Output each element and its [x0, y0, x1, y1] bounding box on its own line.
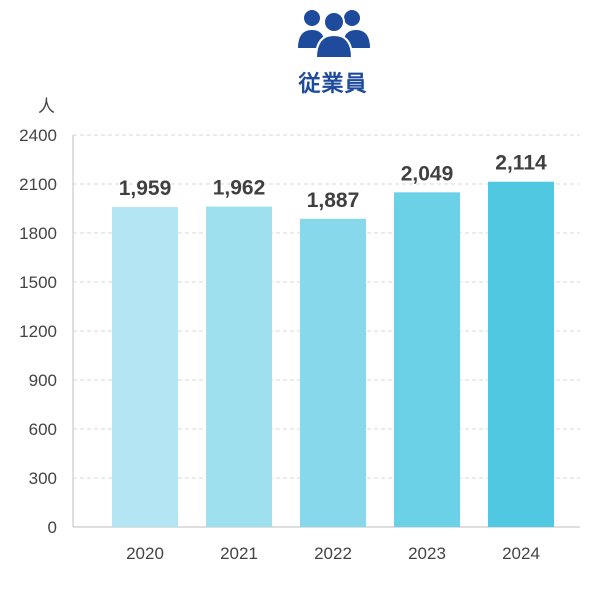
- x-tick-label: 2020: [126, 544, 164, 563]
- bar-2023: [394, 192, 460, 527]
- data-label-2024: 2,114: [495, 152, 547, 175]
- bar-2020: [112, 207, 178, 527]
- x-tick-label: 2021: [220, 544, 258, 563]
- chart-title: 従業員: [298, 72, 368, 97]
- y-tick-label: 1500: [19, 273, 57, 292]
- axes: 0 300 600 900 1200 1500 1800 2100 2400 2020 2021 20…: [19, 126, 580, 563]
- labels: 1,959 1,962 1,887 2,049 2,114: [119, 152, 547, 212]
- people-group-icon: [298, 4, 370, 59]
- y-tick-label: 300: [29, 469, 57, 488]
- data-label-2020: 1,959: [119, 177, 172, 200]
- x-tick-label: 2022: [314, 544, 352, 563]
- y-tick-label: 2100: [19, 175, 57, 194]
- y-tick-label: 900: [29, 371, 57, 390]
- y-tick-label: 600: [29, 420, 57, 439]
- data-label-2022: 1,887: [307, 189, 360, 212]
- bars: [112, 181, 554, 528]
- bar-2024: [488, 181, 554, 528]
- x-tick-label: 2024: [502, 544, 540, 563]
- y-tick-label: 1800: [19, 224, 57, 243]
- data-label-2021: 1,962: [213, 177, 266, 200]
- data-label-2023: 2,049: [401, 162, 454, 185]
- y-axis-unit-label: 人: [38, 97, 55, 117]
- y-tick-label: 1200: [19, 322, 57, 341]
- bar-2022: [300, 218, 366, 528]
- x-tick-label: 2023: [408, 544, 446, 563]
- y-tick-label: 2400: [19, 126, 57, 145]
- bar-2021: [206, 206, 272, 528]
- y-tick-label: 0: [48, 518, 57, 537]
